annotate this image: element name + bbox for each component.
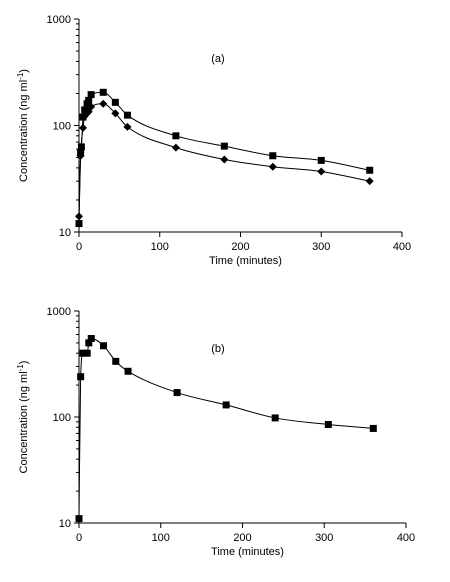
panel-b-y-tick-label: 100 (53, 412, 71, 424)
panel-a-series-2-point (87, 102, 96, 111)
chart-panel-a: 0 100 200 300 400 10 100 1000 Time (minutes) Conc… (16, 14, 412, 267)
panel-b-series-1-point (83, 349, 91, 357)
panel-b-x-tick-label: 300 (315, 532, 333, 544)
panel-a-series-2-point (111, 109, 120, 118)
panel-b-panel-label: (b) (211, 343, 224, 355)
panel-a-x-tick-label: 0 (76, 241, 82, 253)
panel-a-y-tick-label: 1000 (47, 14, 71, 26)
panel-b-x-tick-label: 200 (233, 532, 251, 544)
panel-a-series-2-point (171, 143, 180, 152)
panel-a-series-1-point (111, 98, 119, 106)
panel-b-series-1-point (324, 420, 332, 428)
panel-b-series-1-point (100, 342, 108, 350)
panel-b-y-tick-label: 10 (59, 518, 71, 530)
panel-a-series-2-point (365, 177, 374, 186)
panel-b-series-1-point (124, 367, 132, 375)
panel-a-panel-label: (a) (211, 53, 224, 65)
panel-a-series-2-point (317, 167, 326, 176)
panel-a-series-1-point (269, 152, 277, 160)
panel-b-x-tick-label: 0 (76, 532, 82, 544)
panel-b-series-1-point (77, 373, 85, 381)
panel-a-y-tick-label: 100 (53, 121, 71, 133)
panel-b-series-1-point (271, 414, 279, 422)
panel-b-series-1-point (79, 349, 87, 357)
panel-a-series-1-point (87, 91, 95, 99)
panel-b-x-tick-label: 400 (397, 532, 415, 544)
panel-a-series-1-point (366, 166, 374, 174)
panel-a-x-axis-label: Time (minutes) (209, 255, 282, 267)
panel-a-series-2-point (99, 99, 108, 108)
panel-b-series-1-point (85, 339, 93, 347)
panel-b-series-1-point (87, 335, 95, 343)
panel-a-series-1-point (317, 156, 325, 164)
panel-a-series-2-point (76, 151, 85, 160)
panel-b-series-1-point (173, 389, 181, 397)
panel-a-x-tick-label: 400 (393, 241, 411, 253)
panel-a-x-tick-label: 100 (151, 241, 169, 253)
panel-a-y-axis-label: Concentration (ng ml-1) (16, 69, 31, 182)
panel-a-series-2-point (268, 162, 277, 171)
panel-a-x-tick-label: 300 (312, 241, 330, 253)
panel-a-series-2-point (75, 212, 83, 221)
panel-b-x-axis-label: Time (minutes) (211, 546, 284, 558)
panel-a-y-tick-label: 10 (59, 227, 71, 239)
chart-panel-b: 0 100 200 300 400 10 100 1000 Time (minutes) Conc… (16, 306, 416, 558)
panel-a-series-1-point (85, 96, 93, 104)
panel-b-series-1-point (75, 515, 83, 523)
panel-b-series-1-point (222, 401, 230, 409)
panel-b-x-tick-label: 100 (152, 532, 170, 544)
panel-b-series-1-line (78, 338, 374, 519)
panel-b-series-1-point (369, 424, 377, 432)
panel-a-series-1-point (172, 132, 180, 140)
panel-a-series-1-point (75, 220, 83, 228)
panel-b-y-tick-label: 1000 (47, 306, 71, 318)
panel-b-series-1-point (112, 357, 120, 365)
panel-a-series-2-point (123, 122, 132, 131)
panel-a-series-2-point (220, 155, 229, 164)
panel-a-series-1-point (81, 106, 89, 114)
panel-a-series-2-point (79, 123, 88, 132)
panel-a-series-1-point (123, 111, 131, 119)
panel-a-series-1-point (99, 88, 107, 96)
panel-a-series-1-point (220, 142, 228, 150)
panel-b-y-axis-label: Concentration (ng ml-1) (16, 361, 31, 474)
panel-a-x-tick-label: 200 (231, 241, 249, 253)
